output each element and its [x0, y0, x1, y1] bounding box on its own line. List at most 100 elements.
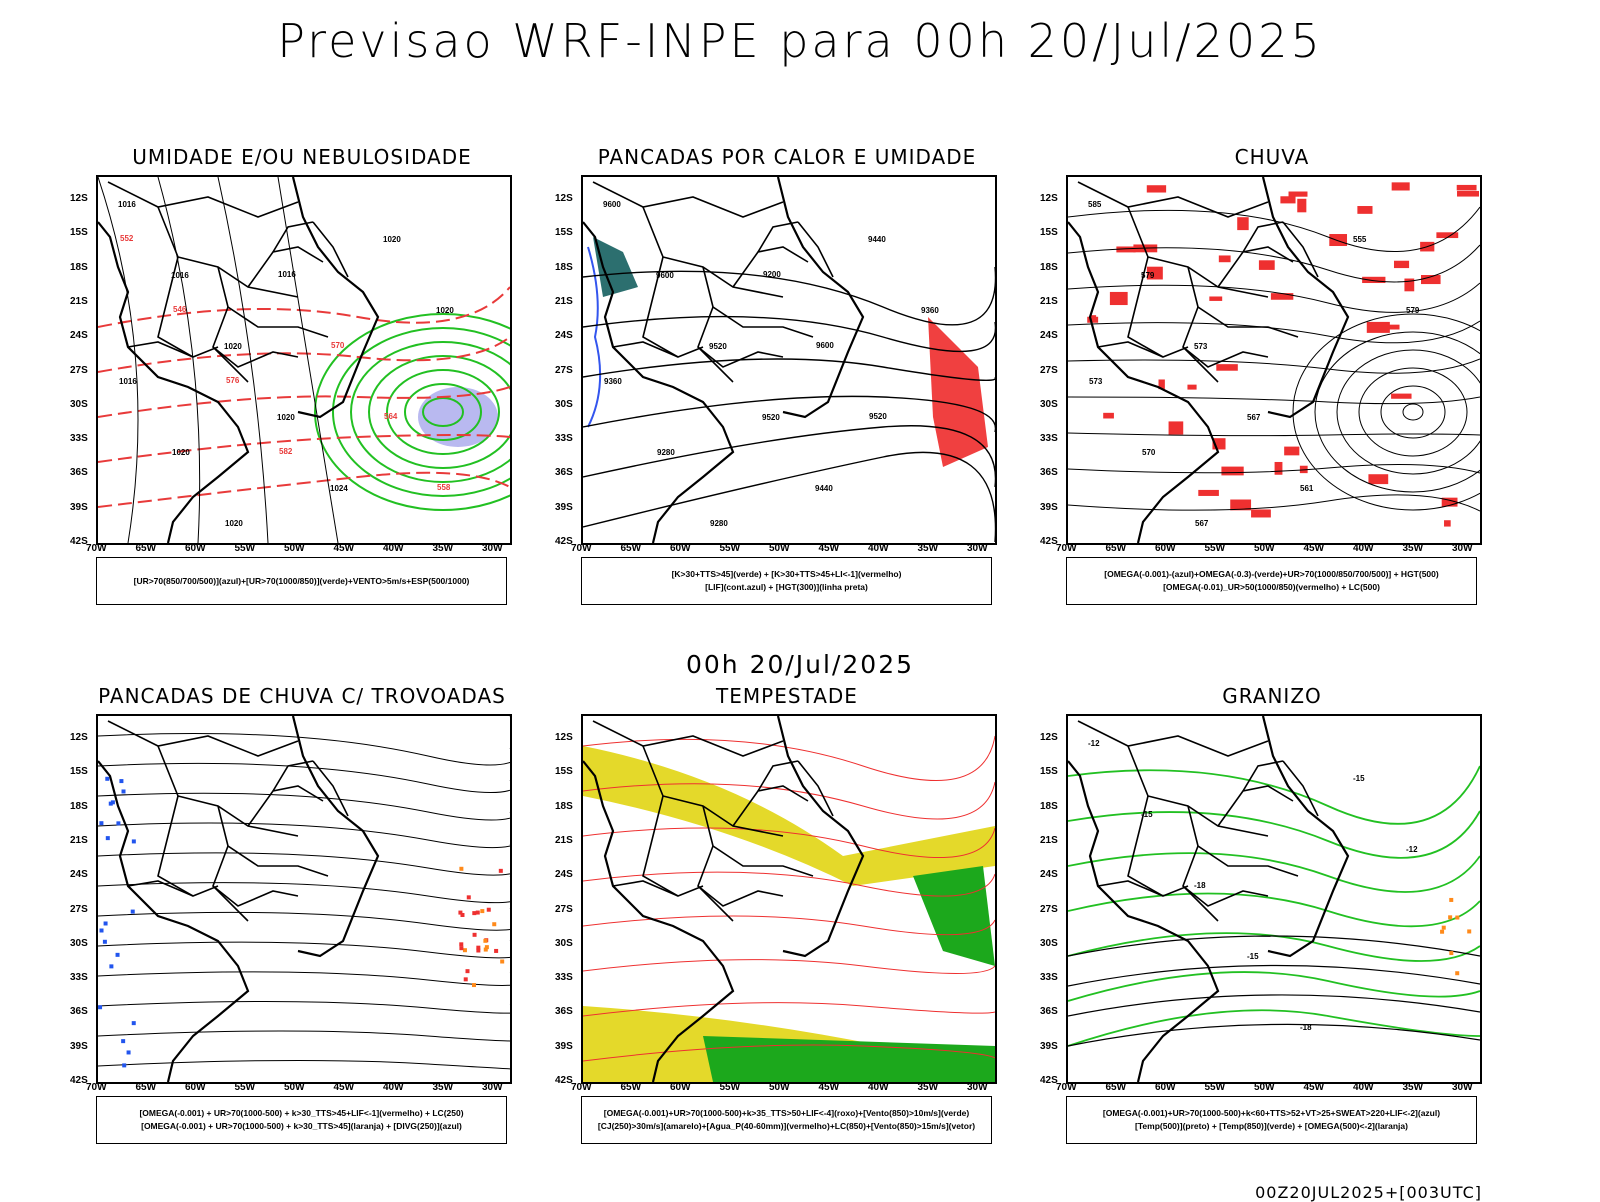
lat-tick-label: 27S [70, 364, 88, 376]
temp-500-contour [1068, 994, 1480, 1017]
lon-tick-label: 30W [482, 1082, 503, 1093]
streamline [98, 844, 510, 876]
state-border [107, 181, 299, 218]
rain-red-patch [1457, 190, 1480, 197]
map-svg-p5 [583, 716, 995, 1082]
lat-tick-label: 39S [555, 501, 573, 513]
map-svg-p6: -12 -15 -18 -15 -18 -15 -12 [1068, 716, 1480, 1082]
rain-red-patch [1456, 184, 1477, 191]
contour-label: 1024 [330, 484, 348, 493]
contour-label: 1016 [118, 200, 136, 209]
lat-tick-label: 42S [555, 1075, 573, 1086]
rain-red-patch [1146, 266, 1163, 280]
divergence-point [99, 821, 104, 826]
rain-red-patch [1198, 489, 1219, 496]
map-p3: 585 579 573 567 561 555 579 573 570 567 [1066, 175, 1482, 545]
lat-tick-label: 36S [70, 1006, 88, 1018]
contour-label: 9440 [815, 484, 833, 493]
thunderstorm-point [459, 866, 464, 871]
contour-label: 9200 [763, 270, 781, 279]
state-border [212, 346, 249, 383]
legend-line: [OMEGA(-0.001) + UR>70(1000-500) + k>30_… [139, 1108, 464, 1118]
map-p1: 1016 1016 1020 1020 1024 1020 1020 1016 1020 1020… [96, 175, 512, 545]
omega-orange-point [1467, 929, 1472, 934]
legend-p6: [OMEGA(-0.001)+UR>70(1000-500)+k<60+TTS>… [1066, 1096, 1477, 1144]
lat-tick-label: 18S [1040, 261, 1058, 273]
contour-label: 9280 [657, 448, 675, 457]
main-title: Previsao WRF-INPE para 00h 20/Jul/2025 [277, 14, 1323, 68]
lat-tick-label: 15S [70, 227, 88, 239]
contour-label: 558 [437, 483, 451, 492]
omega-orange-point [1455, 971, 1460, 976]
lon-tick-label: 30W [967, 543, 988, 554]
lat-tick-label: 18S [555, 261, 573, 273]
lon-tick-label: 45W [818, 543, 840, 554]
contour-label: -15 [1353, 774, 1365, 783]
state-border [592, 720, 784, 757]
temp-850-contour [1068, 971, 1480, 1002]
thunderstorm-point [458, 910, 463, 915]
omega-orange-point [1448, 915, 1453, 920]
divergence-point [119, 779, 124, 784]
rain-red-patch [1116, 246, 1136, 253]
rain-red-patch [1420, 275, 1441, 285]
lat-tick-label: 39S [70, 501, 88, 513]
thunderstorm-point [494, 948, 499, 953]
lat-tick-label: 24S [70, 330, 88, 342]
lat-tick-label: 18S [70, 800, 88, 812]
lat-tick-label: 18S [1040, 800, 1058, 812]
rain-red-patch [1329, 234, 1348, 247]
rain-red-patch [1109, 291, 1128, 306]
lat-tick-label: 12S [1040, 193, 1058, 204]
contour-label: -18 [1194, 881, 1206, 890]
contour-label: 9520 [869, 412, 887, 421]
contour-label: 9360 [921, 306, 939, 315]
panel-title-p6: GRANIZO [1222, 684, 1322, 708]
streamline [98, 876, 510, 904]
lon-tick-label: 60W [1155, 1082, 1176, 1093]
temp-850-contour [1068, 1009, 1480, 1047]
rain-red-patch [1216, 364, 1238, 371]
streamline [1068, 206, 1480, 253]
lon-tick-label: 50W [1254, 543, 1275, 554]
omega-orange-point [1441, 925, 1446, 930]
divergence-point [131, 1021, 136, 1026]
humidity-green-contour [422, 397, 464, 427]
thickness-red-dashed-line [98, 286, 510, 328]
contour-label: 573 [1089, 377, 1103, 386]
lat-tick-label: 24S [70, 869, 88, 881]
contour-label: 1016 [171, 271, 189, 280]
lat-tick-label: 42S [70, 536, 88, 547]
pressure-isobar [277, 177, 339, 543]
streamline [1068, 282, 1480, 313]
state-border [612, 341, 704, 358]
contour-label: -15 [1141, 810, 1153, 819]
thunderstorm-point [465, 969, 470, 974]
rain-red-patch [1393, 260, 1410, 269]
rain-red-patch [1103, 412, 1114, 419]
lon-tick-label: 60W [185, 543, 206, 554]
lon-tick-label: 65W [1105, 1082, 1127, 1093]
contour-label: 570 [331, 341, 345, 350]
state-border [697, 885, 734, 922]
state-border [797, 221, 834, 278]
streamline-circle [1314, 331, 1480, 493]
legend-p1: [UR>70(850/700/500)](azul)+[UR>70(1000/8… [96, 557, 507, 605]
thickness-red-dashed-line [98, 434, 510, 463]
lon-tick-label: 65W [1105, 543, 1127, 554]
temp-500-contour [1068, 1023, 1480, 1047]
contour-label: 1020 [383, 235, 401, 244]
map-svg-p2: 9600 9600 9520 9520 9440 9440 9360 9360 9280 9280… [583, 177, 995, 543]
thunderstorm-point [476, 945, 481, 950]
temp-850-contour [1068, 892, 1480, 928]
lat-tick-label: 12S [70, 193, 88, 204]
lat-tick-label: 12S [555, 193, 573, 204]
divergence-point [116, 821, 121, 826]
lat-tick-label: 42S [555, 536, 573, 547]
omega-orange-point [1440, 929, 1445, 934]
state-border [797, 760, 834, 817]
streamline [98, 780, 510, 821]
state-border [732, 246, 809, 288]
streamline [98, 940, 510, 959]
legend-p4: [OMEGA(-0.001) + UR>70(1000-500) + k>30_… [96, 1096, 507, 1144]
